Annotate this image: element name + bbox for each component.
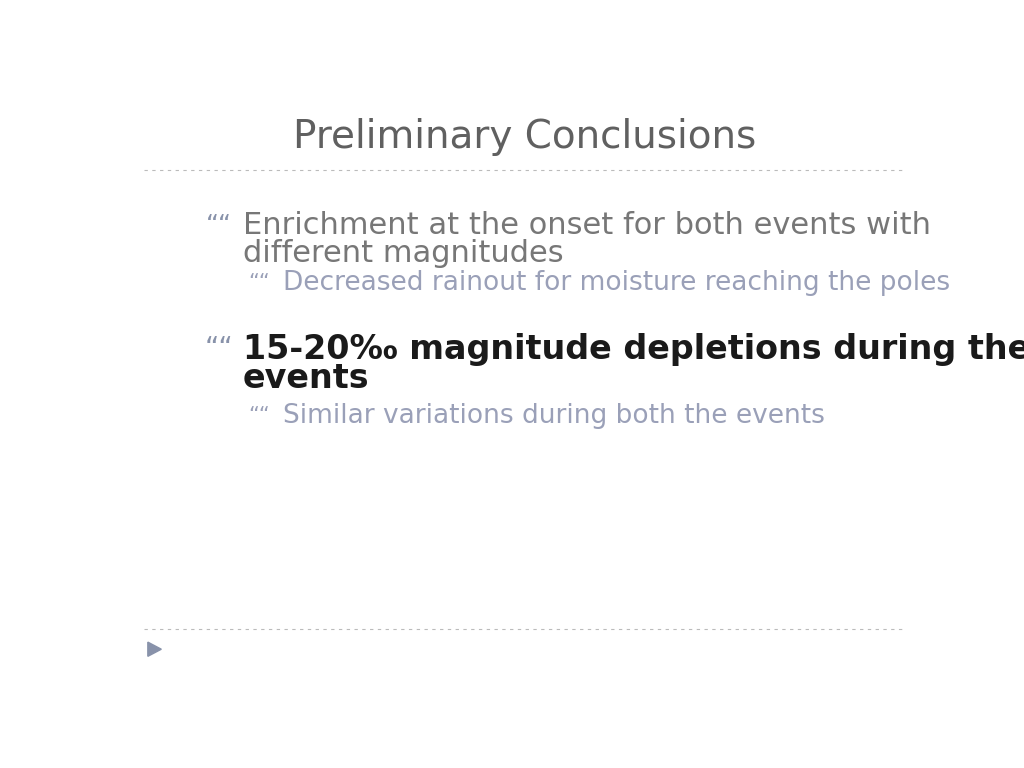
- Text: Preliminary Conclusions: Preliminary Conclusions: [293, 118, 757, 155]
- Text: ““: ““: [248, 273, 269, 293]
- Polygon shape: [147, 642, 162, 657]
- Text: 15-20‰ magnitude depletions during the: 15-20‰ magnitude depletions during the: [243, 333, 1024, 366]
- Text: ““: ““: [206, 214, 232, 237]
- Text: events: events: [243, 362, 370, 396]
- Text: different magnitudes: different magnitudes: [243, 239, 563, 267]
- Text: ““: ““: [248, 406, 269, 425]
- Text: Decreased rainout for moisture reaching the poles: Decreased rainout for moisture reaching …: [283, 270, 950, 296]
- Text: ““: ““: [205, 336, 233, 363]
- Text: Similar variations during both the events: Similar variations during both the event…: [283, 402, 824, 429]
- Text: Enrichment at the onset for both events with: Enrichment at the onset for both events …: [243, 210, 931, 240]
